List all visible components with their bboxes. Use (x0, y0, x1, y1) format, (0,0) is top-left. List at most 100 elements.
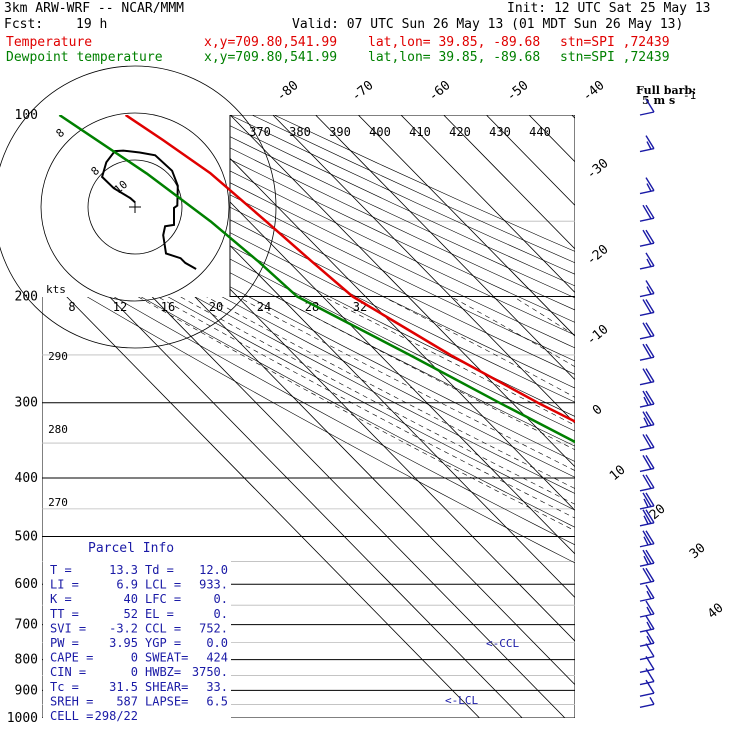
barb-flag (645, 252, 655, 267)
barb-staff (639, 423, 655, 429)
xy-dew: x,y=709.80,541.99 (204, 50, 338, 65)
barb-flag (642, 343, 652, 359)
barb-half (643, 498, 649, 508)
dry-adiabat (42, 132, 575, 403)
barb-flag (642, 368, 652, 383)
barb-flag (645, 135, 655, 149)
barb-staff (639, 562, 655, 567)
isotherm-label: 10 (607, 463, 629, 485)
model-title: 3km ARW-WRF -- NCAR/MMM (4, 1, 185, 16)
wind-barb (639, 600, 655, 618)
wind-barb (639, 492, 655, 510)
moist-adiabat (205, 296, 575, 489)
barb-staff (639, 335, 655, 340)
dry-adiabat (251, 115, 575, 264)
forecast-hour: 19 h (76, 17, 108, 32)
barb-half (643, 515, 649, 525)
isotherm-line (615, 115, 740, 718)
barb-half (643, 536, 649, 546)
isotherm-label: -80 (274, 78, 302, 105)
wind-barb (639, 509, 655, 527)
barb-flag (645, 655, 655, 670)
pressure-tick-label: 700 (15, 618, 38, 633)
station-dew: stn=SPI ,72439 (560, 50, 670, 65)
wind-barb (639, 434, 655, 452)
pressure-tick-label: 500 (15, 529, 38, 544)
isotherm-line (187, 115, 575, 511)
barb-staff (639, 580, 655, 585)
latlon-dew: lat,lon= 39.85, -89.68 (368, 50, 541, 65)
dry-adiabat (42, 145, 575, 417)
hodograph-ring (87, 159, 183, 255)
init-time: Init: 12 UTC Sat 25 May 13 (507, 1, 711, 16)
barb-staff (639, 111, 655, 116)
hodograph-unit: kts (46, 283, 66, 296)
barb-half (643, 417, 649, 427)
barb-flag (642, 390, 652, 405)
barb-flag (645, 509, 655, 524)
barb-half (646, 635, 652, 645)
barb-half (643, 555, 649, 565)
theta-label: 420 (449, 125, 471, 139)
hodograph-ring (40, 112, 230, 302)
wind-barb (639, 204, 655, 222)
barb-flag (645, 474, 655, 489)
isotherm-line (400, 115, 575, 294)
station-temp: stn=SPI ,72439 (560, 35, 670, 50)
theta-label: 370 (249, 125, 271, 139)
isotherm-label: 0 (590, 402, 606, 419)
wind-barb (639, 696, 655, 708)
barb-staff (639, 505, 655, 510)
hodograph-speed-label: 20 (209, 300, 223, 314)
theta-left-label: 290 (48, 350, 68, 363)
isotherm-line (42, 270, 480, 718)
wind-barb (639, 368, 655, 386)
barb-flag (642, 434, 652, 449)
barb-flag (645, 679, 655, 694)
barb-flag (645, 615, 655, 630)
dewpoint-legend: Dewpoint temperature (6, 50, 163, 65)
wind-barb (639, 390, 655, 408)
theta-label: 430 (489, 125, 511, 139)
barb-staff (639, 703, 655, 708)
dry-adiabat (42, 197, 575, 478)
barb-flag (645, 668, 655, 682)
barb-staff (639, 242, 655, 247)
barb-flag (645, 455, 655, 469)
isotherm-label: -60 (426, 78, 454, 105)
barb-flag (645, 411, 655, 426)
isotherm-label: -50 (504, 78, 532, 105)
pressure-tick-label: 600 (15, 577, 38, 592)
barb-half (646, 183, 652, 192)
pressure-tick-label: 1000 (7, 711, 38, 726)
wind-barb (639, 474, 655, 492)
isotherm-label: -40 (580, 78, 608, 105)
wind-barb (639, 322, 655, 340)
barb-legend-title: Full barb: (636, 84, 696, 97)
barb-staff (639, 597, 655, 602)
theta-left-label: 280 (48, 423, 68, 436)
pressure-tick-label: 300 (15, 396, 38, 411)
barb-flag (645, 492, 655, 507)
isotherm-label: 40 (705, 601, 727, 623)
theta-label: 400 (369, 125, 391, 139)
barb-staff (639, 265, 655, 270)
dry-adiabat (42, 157, 575, 432)
moist-adiabat (179, 296, 575, 505)
barb-flag (642, 474, 652, 489)
isotherm-line (144, 115, 575, 555)
dry-adiabat (274, 115, 575, 252)
theta-label: 380 (289, 125, 311, 139)
barb-staff (639, 467, 655, 473)
temperature-profile (124, 115, 575, 423)
wind-barb (639, 615, 655, 633)
dry-adiabat (42, 270, 575, 564)
barb-half (643, 396, 649, 406)
barb-flag (642, 549, 652, 565)
barb-half (646, 621, 652, 630)
theta-label: 410 (409, 125, 431, 139)
dry-adiabat (42, 183, 575, 462)
hodograph-speed-label: 8 (68, 300, 75, 314)
isotherm-line (272, 115, 575, 424)
